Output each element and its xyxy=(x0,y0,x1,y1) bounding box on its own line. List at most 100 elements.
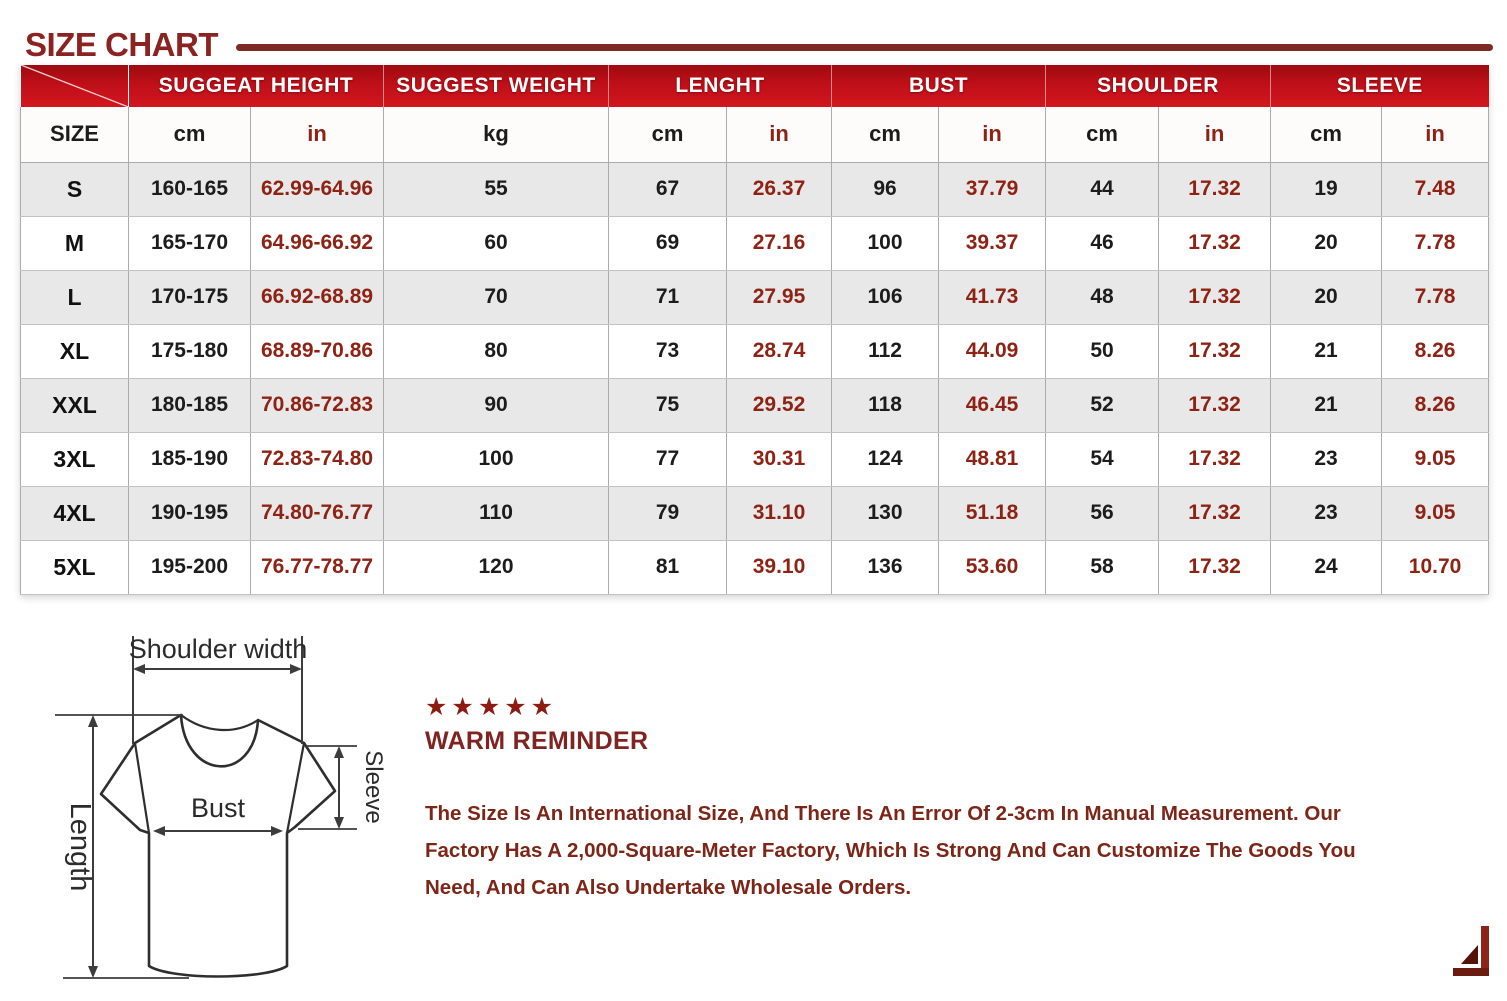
reminder-line: Need, And Can Also Undertake Wholesale O… xyxy=(425,876,912,899)
group-header-suggest-weight: SUGGEST WEIGHT xyxy=(383,65,610,107)
value-cell: 79 xyxy=(608,485,728,541)
value-cell: 17.32 xyxy=(1158,269,1272,325)
arrowhead-icon xyxy=(271,826,283,836)
group-header-shoulder: SHOULDER xyxy=(1045,65,1272,107)
value-cell: 9.05 xyxy=(1381,485,1490,541)
shoulder-width-label: Shoulder width xyxy=(129,634,308,664)
unit-cell: in xyxy=(938,107,1047,163)
value-cell: 44 xyxy=(1045,161,1160,217)
unit-cell: cm xyxy=(1045,107,1160,163)
value-cell: 62.99-64.96 xyxy=(249,161,385,217)
value-cell: 48.81 xyxy=(938,431,1047,487)
unit-cell: kg xyxy=(383,107,610,163)
corner-bracket-icon xyxy=(1453,926,1489,976)
unit-cell: in xyxy=(1381,107,1490,163)
value-cell: 73 xyxy=(608,323,728,379)
group-header-sleeve: SLEEVE xyxy=(1270,65,1489,107)
value-cell: 175-180 xyxy=(128,323,251,379)
value-cell: 112 xyxy=(831,323,940,379)
value-cell: 41.73 xyxy=(938,269,1047,325)
size-column-header: SIZE xyxy=(20,107,129,163)
value-cell: 54 xyxy=(1045,431,1160,487)
unit-cell: in xyxy=(1158,107,1272,163)
value-cell: 124 xyxy=(831,431,940,487)
value-cell: 31.10 xyxy=(726,485,833,541)
value-cell: 77 xyxy=(608,431,728,487)
tshirt-diagram-svg: Shoulder width Length Bust Sleeve xyxy=(55,634,387,979)
value-cell: 10.70 xyxy=(1381,539,1490,595)
value-cell: 100 xyxy=(831,215,940,271)
reminder-line: The Size Is An International Size, And T… xyxy=(425,802,1341,825)
size-label: 5XL xyxy=(20,539,129,595)
value-cell: 81 xyxy=(608,539,728,595)
value-cell: 17.32 xyxy=(1158,377,1272,433)
value-cell: 37.79 xyxy=(938,161,1047,217)
value-cell: 39.37 xyxy=(938,215,1047,271)
value-cell: 50 xyxy=(1045,323,1160,379)
unit-cell: cm xyxy=(608,107,728,163)
value-cell: 23 xyxy=(1270,485,1383,541)
value-cell: 27.16 xyxy=(726,215,833,271)
value-cell: 17.32 xyxy=(1158,161,1272,217)
tshirt-measurement-diagram: Shoulder width Length Bust Sleeve xyxy=(25,626,425,996)
size-label: XL xyxy=(20,323,129,379)
size-label: S xyxy=(20,161,129,217)
table-unit-header: SIZE cm in kg cm in cm in cm in cm in xyxy=(20,107,1490,163)
corner-cell xyxy=(20,65,129,107)
size-label: L xyxy=(20,269,129,325)
value-cell: 70.86-72.83 xyxy=(249,377,385,433)
value-cell: 51.18 xyxy=(938,485,1047,541)
value-cell: 17.32 xyxy=(1158,323,1272,379)
value-cell: 110 xyxy=(383,485,610,541)
value-cell: 46 xyxy=(1045,215,1160,271)
value-cell: 180-185 xyxy=(128,377,251,433)
value-cell: 58 xyxy=(1045,539,1160,595)
value-cell: 185-190 xyxy=(128,431,251,487)
page-title: SIZE CHART xyxy=(25,26,219,63)
arrowhead-icon xyxy=(334,817,344,829)
value-cell: 136 xyxy=(831,539,940,595)
value-cell: 17.32 xyxy=(1158,485,1272,541)
value-cell: 23 xyxy=(1270,431,1383,487)
value-cell: 160-165 xyxy=(128,161,251,217)
value-cell: 106 xyxy=(831,269,940,325)
value-cell: 7.48 xyxy=(1381,161,1490,217)
value-cell: 190-195 xyxy=(128,485,251,541)
value-cell: 26.37 xyxy=(726,161,833,217)
tshirt-left-seam xyxy=(133,742,151,834)
reminder-heading: WARM REMINDER xyxy=(425,727,649,755)
value-cell: 56 xyxy=(1045,485,1160,541)
unit-cell: in xyxy=(249,107,385,163)
value-cell: 60 xyxy=(383,215,610,271)
value-cell: 53.60 xyxy=(938,539,1047,595)
group-header-bust: BUST xyxy=(831,65,1047,107)
value-cell: 30.31 xyxy=(726,431,833,487)
value-cell: 7.78 xyxy=(1381,269,1490,325)
size-label: M xyxy=(20,215,129,271)
value-cell: 46.45 xyxy=(938,377,1047,433)
unit-cell: cm xyxy=(1270,107,1383,163)
tshirt-back-collar xyxy=(180,714,259,732)
value-cell: 118 xyxy=(831,377,940,433)
arrowhead-icon xyxy=(88,966,98,978)
arrowhead-icon xyxy=(290,664,302,674)
warm-reminder-section: ★★★★★ WARM REMINDER The Size Is An Inter… xyxy=(425,694,1505,906)
value-cell: 120 xyxy=(383,539,610,595)
title-bar: SIZE CHART xyxy=(25,26,1493,64)
value-cell: 28.74 xyxy=(726,323,833,379)
value-cell: 17.32 xyxy=(1158,539,1272,595)
reminder-line: Factory Has A 2,000-Square-Meter Factory… xyxy=(425,839,1356,862)
size-label: 4XL xyxy=(20,485,129,541)
size-table-body: S 160-165 62.99-64.96 55 67 26.37 96 37.79 44 17.… xyxy=(20,161,1490,595)
value-cell: 90 xyxy=(383,377,610,433)
value-cell: 195-200 xyxy=(128,539,251,595)
value-cell: 70 xyxy=(383,269,610,325)
table-row: 3XL 185-190 72.83-74.80 100 77 30.31 124 48.81 5… xyxy=(20,431,1490,487)
value-cell: 130 xyxy=(831,485,940,541)
value-cell: 100 xyxy=(383,431,610,487)
size-chart-table: SUGGEAT HEIGHT SUGGEST WEIGHT LENGHT BUS… xyxy=(20,65,1490,595)
value-cell: 165-170 xyxy=(128,215,251,271)
arrowhead-icon xyxy=(133,664,145,674)
value-cell: 68.89-70.86 xyxy=(249,323,385,379)
